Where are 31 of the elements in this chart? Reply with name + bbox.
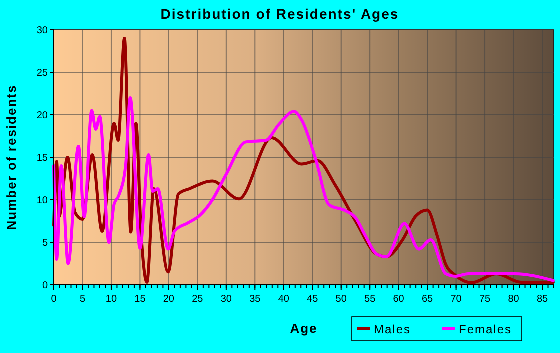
- x-tick-label: 10: [106, 294, 118, 305]
- y-axis-title: Number of residents: [4, 84, 19, 230]
- x-tick-label: 20: [163, 294, 175, 305]
- y-tick-label: 0: [42, 280, 48, 292]
- x-tick-label: 80: [508, 294, 520, 305]
- x-tick-label: 60: [393, 294, 405, 305]
- x-tick-label: 15: [134, 294, 146, 305]
- y-tick-label: 25: [36, 68, 48, 79]
- legend-label: Females: [459, 322, 512, 336]
- y-tick-label: 10: [36, 196, 48, 206]
- x-tick-label: 30: [220, 294, 232, 305]
- y-tick-label: 15: [36, 153, 48, 164]
- x-tick-label: 45: [307, 294, 319, 305]
- x-axis-title: Age: [290, 321, 318, 336]
- x-tick-label: 85: [536, 294, 549, 305]
- x-tick-label: 40: [278, 294, 290, 305]
- legend-label: Males: [374, 322, 412, 336]
- x-tick-label: 25: [192, 294, 204, 305]
- x-tick-label: 0: [51, 294, 58, 305]
- x-tick-label: 50: [336, 294, 348, 305]
- x-tick-label: 75: [479, 294, 492, 305]
- x-tick-label: 5: [80, 294, 86, 305]
- y-tick-label: 5: [42, 238, 48, 249]
- x-tick-label: 35: [250, 294, 262, 305]
- line-series: [52, 96, 555, 282]
- x-tick-label: 55: [364, 294, 376, 305]
- y-tick-label: 30: [36, 26, 48, 36]
- x-tick-label: 70: [450, 294, 462, 305]
- chart-title: Distribution of Residents' Ages: [160, 6, 400, 22]
- y-tick-label: 20: [36, 110, 48, 122]
- x-tick-label: 65: [422, 294, 434, 305]
